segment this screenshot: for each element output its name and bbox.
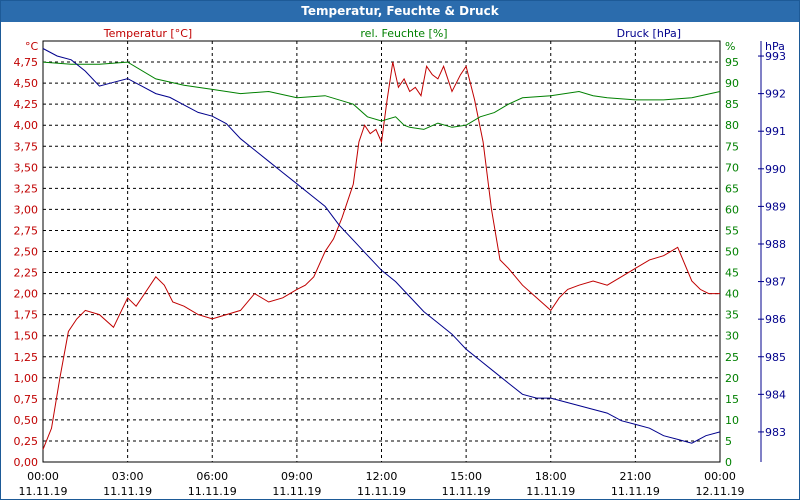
temperature-tick-label: 2,00 (14, 288, 39, 301)
humidity-tick-label: 35 (725, 309, 739, 322)
humidity-tick-label: 55 (725, 224, 739, 237)
temperature-tick-label: 0,25 (14, 435, 39, 448)
pressure-tick-label: 992 (765, 88, 786, 101)
x-tick-date-label: 11.11.19 (611, 485, 660, 498)
temperature-tick-label: 4,25 (14, 98, 39, 111)
temperature-tick-label: 3,00 (14, 203, 39, 216)
x-tick-time-label: 18:00 (535, 470, 567, 483)
pressure-tick-label: 983 (765, 426, 786, 439)
humidity-tick-label: 30 (725, 330, 739, 343)
temperature-tick-label: 3,25 (14, 182, 39, 195)
humidity-tick-label: 40 (725, 288, 739, 301)
humidity-tick-label: 15 (725, 393, 739, 406)
x-tick-time-label: 15:00 (450, 470, 482, 483)
humidity-tick-label: 5 (725, 435, 732, 448)
humidity-tick-label: 80 (725, 119, 739, 132)
x-tick-time-label: 00:00 (27, 470, 59, 483)
temperature-tick-label: 4,00 (14, 119, 39, 132)
x-tick-date-label: 11.11.19 (442, 485, 491, 498)
pressure-tick-label: 988 (765, 238, 786, 251)
pressure-tick-label: 991 (765, 125, 786, 138)
humidity-tick-label: 50 (725, 246, 739, 259)
pressure-tick-label: 990 (765, 163, 786, 176)
temperature-tick-label: 0,00 (14, 456, 39, 469)
pressure-tick-label: 985 (765, 351, 786, 364)
temperature-tick-label: 1,75 (14, 309, 39, 322)
humidity-tick-label: 25 (725, 351, 739, 364)
temperature-tick-label: 4,75 (14, 56, 39, 69)
humidity-tick-label: 75 (725, 140, 739, 153)
temperature-tick-label: 3,50 (14, 161, 39, 174)
humidity-tick-label: 0 (725, 456, 732, 469)
humidity-tick-label: 95 (725, 56, 739, 69)
humidity-tick-label: 45 (725, 267, 739, 280)
x-tick-time-label: 00:00 (704, 470, 736, 483)
temperature-tick-label: 1,50 (14, 330, 39, 343)
pressure-tick-label: 989 (765, 200, 786, 213)
temperature-tick-label: 2,50 (14, 246, 39, 259)
humidity-axis-title: rel. Feuchte [%] (360, 27, 447, 40)
pressure-tick-label: 987 (765, 276, 786, 289)
temperature-tick-label: 3,75 (14, 140, 39, 153)
humidity-series-line (42, 61, 721, 130)
pressure-axis-title: Druck [hPa] (617, 27, 681, 40)
pressure-series-line (42, 48, 721, 444)
chart-title: Temperatur, Feuchte & Druck (1, 1, 799, 22)
temperature-tick-label: 1,25 (14, 351, 39, 364)
temperature-series-line (42, 61, 720, 450)
x-tick-time-label: 12:00 (366, 470, 398, 483)
temperature-tick-label: 0,50 (14, 414, 39, 427)
pressure-tick-label: 993 (765, 50, 786, 63)
humidity-tick-label: 90 (725, 77, 739, 90)
humidity-tick-label: 60 (725, 203, 739, 216)
x-tick-date-label: 11.11.19 (188, 485, 237, 498)
temperature-tick-label: 4,50 (14, 77, 39, 90)
humidity-tick-label: 65 (725, 182, 739, 195)
temperature-unit: °C (25, 40, 39, 53)
x-tick-time-label: 03:00 (112, 470, 144, 483)
x-tick-time-label: 21:00 (620, 470, 652, 483)
pressure-tick-label: 986 (765, 313, 786, 326)
pressure-unit: hPa (765, 40, 785, 53)
temperature-axis-title: Temperatur [°C] (103, 27, 192, 40)
pressure-tick-label: 984 (765, 388, 786, 401)
humidity-tick-label: 10 (725, 414, 739, 427)
humidity-unit: % (725, 40, 735, 53)
temperature-tick-label: 1,00 (14, 372, 39, 385)
x-tick-date-label: 11.11.19 (526, 485, 575, 498)
x-tick-date-label: 12.11.19 (696, 485, 745, 498)
x-tick-date-label: 11.11.19 (103, 485, 152, 498)
humidity-tick-label: 85 (725, 98, 739, 111)
x-tick-time-label: 06:00 (196, 470, 228, 483)
x-tick-date-label: 11.11.19 (357, 485, 406, 498)
humidity-tick-label: 70 (725, 161, 739, 174)
x-tick-time-label: 09:00 (281, 470, 313, 483)
temperature-tick-label: 2,75 (14, 224, 39, 237)
x-tick-date-label: 11.11.19 (272, 485, 321, 498)
x-tick-date-label: 11.11.19 (19, 485, 68, 498)
temperature-tick-label: 0,75 (14, 393, 39, 406)
temperature-tick-label: 2,25 (14, 267, 39, 280)
humidity-tick-label: 20 (725, 372, 739, 385)
